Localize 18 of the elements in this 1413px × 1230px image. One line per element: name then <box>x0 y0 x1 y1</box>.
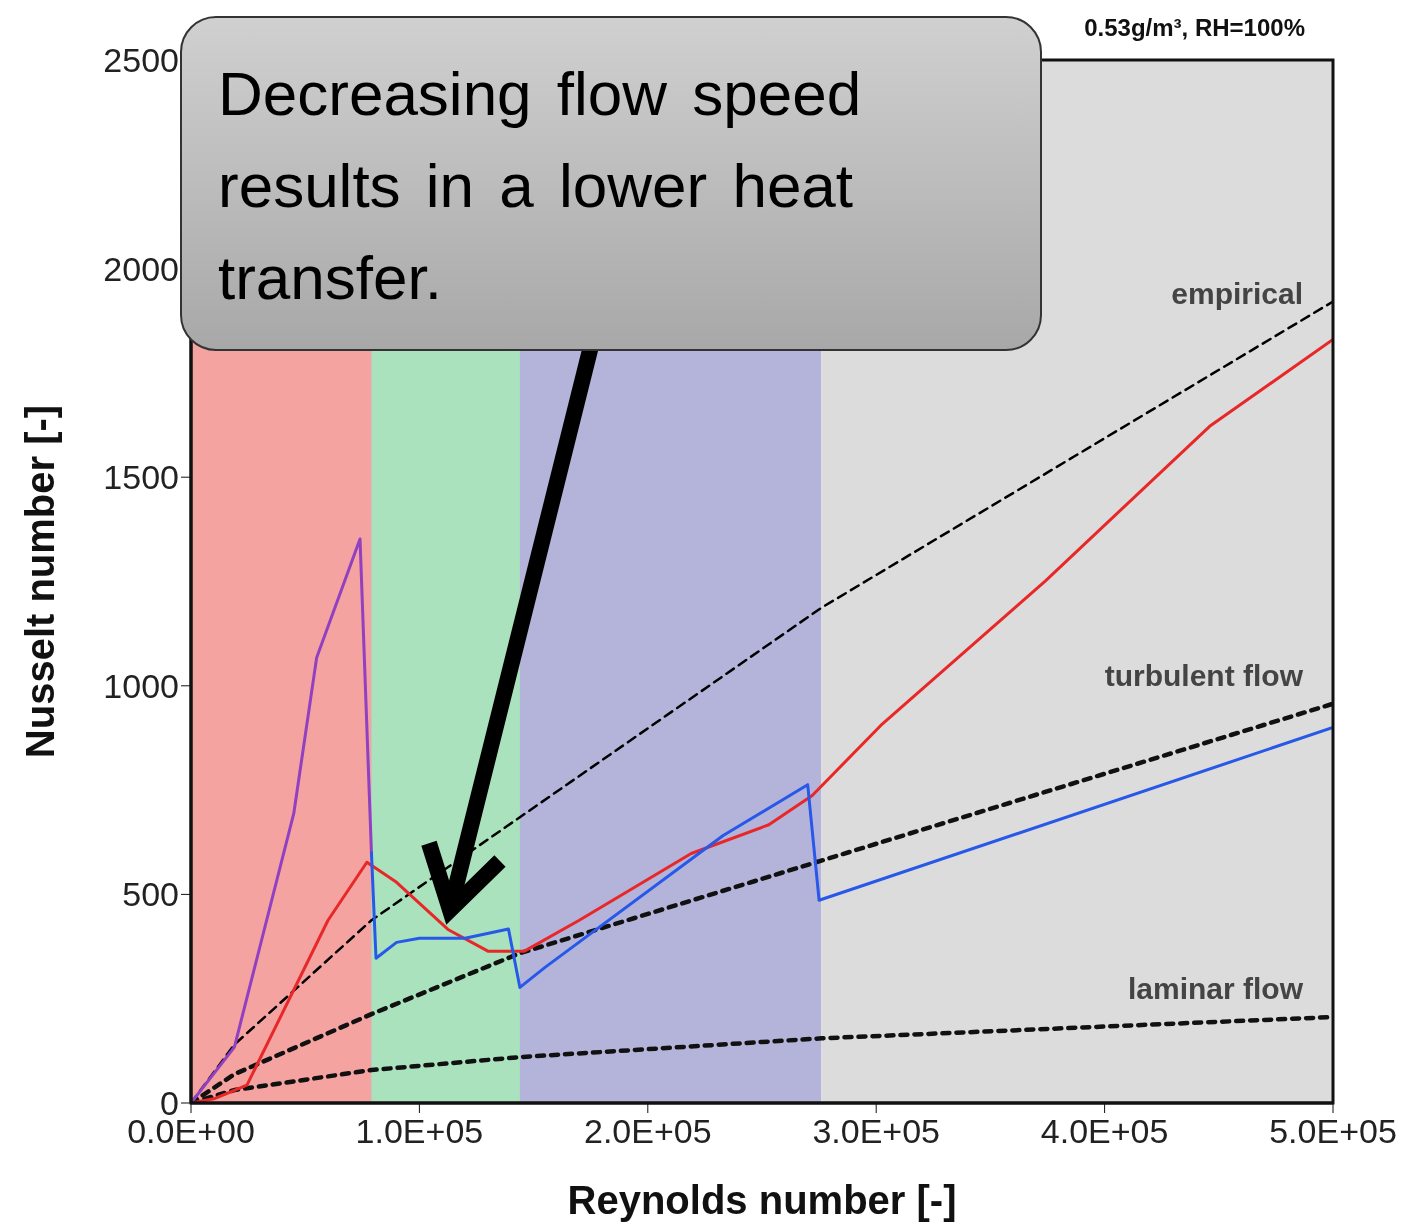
line-series <box>191 537 373 1103</box>
x-tick-label: 1.0E+05 <box>355 1112 484 1151</box>
x-tick-label: 3.0E+05 <box>812 1112 941 1151</box>
series-label: laminar flow <box>1127 972 1304 1006</box>
y-tick-label: 1000 <box>103 666 179 705</box>
y-axis-title: Nusselt number [-] <box>18 404 63 759</box>
x-axis-title: Reynolds number [-] <box>567 1178 957 1222</box>
y-tick-label: 2500 <box>103 41 179 80</box>
y-tick-label: 2000 <box>103 249 179 288</box>
chart-title: 0.53g/m³, RH=100% <box>1084 14 1305 42</box>
series-label: empirical <box>1171 276 1303 310</box>
callout-box: Decreasing flow speed results in a lower heat transfer. <box>180 16 1042 351</box>
x-tick-label: 2.0E+05 <box>583 1112 712 1151</box>
y-tick-label: 500 <box>122 875 179 914</box>
x-tick-label: 4.0E+05 <box>1040 1112 1169 1151</box>
x-tick-label: 5.0E+05 <box>1269 1112 1397 1151</box>
series-label: turbulent flow <box>1104 658 1304 692</box>
y-tick-label: 1500 <box>103 458 179 497</box>
